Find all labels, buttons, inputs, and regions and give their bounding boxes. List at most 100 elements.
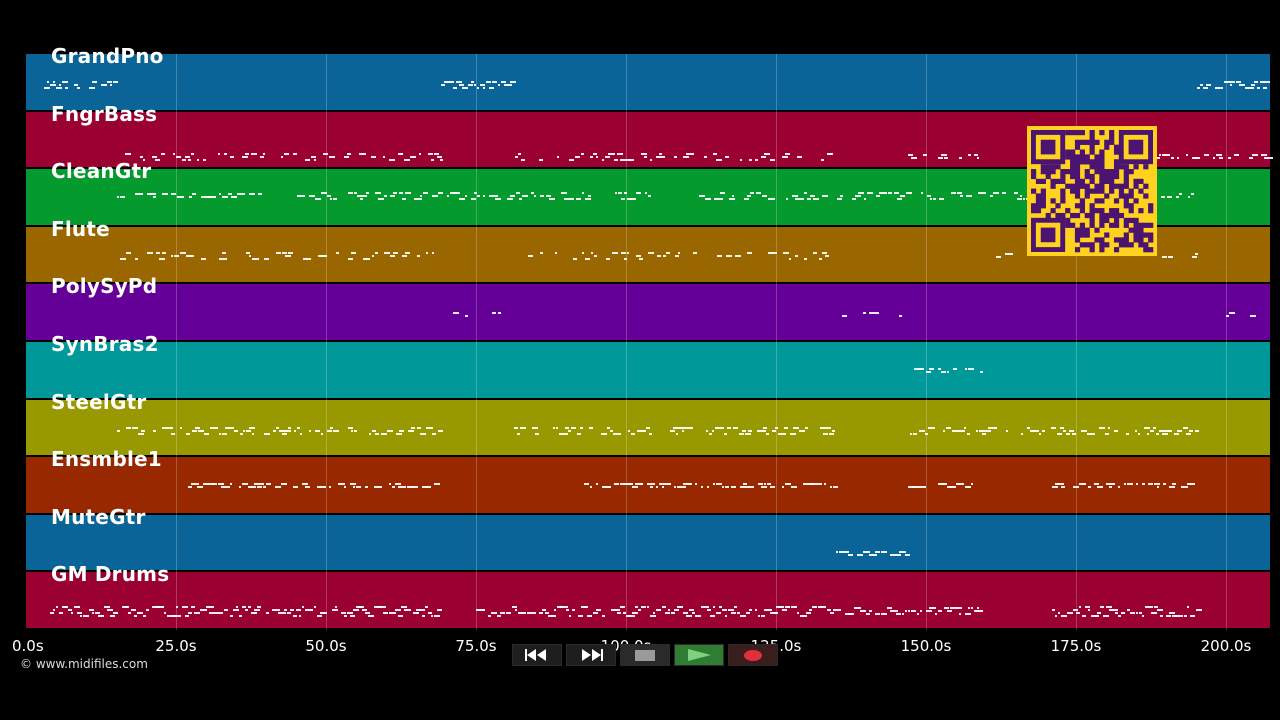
note-mark (905, 553, 910, 556)
note-mark (380, 606, 386, 609)
note-mark (680, 486, 686, 489)
note-mark (197, 158, 199, 161)
note-mark (351, 251, 356, 254)
note-mark (53, 81, 55, 83)
note-mark (893, 610, 898, 613)
stop-button[interactable] (620, 644, 670, 666)
note-mark (1066, 432, 1070, 435)
note-mark (260, 155, 264, 158)
note-mark (748, 429, 752, 432)
note-mark (749, 158, 752, 161)
track-name: FngrBass (51, 101, 158, 126)
note-mark (258, 193, 262, 196)
note-mark (968, 607, 970, 610)
note-mark (254, 609, 260, 612)
note-mark (527, 612, 530, 615)
note-mark (492, 81, 497, 83)
note-mark (201, 257, 206, 260)
note-mark (643, 429, 646, 432)
note-mark (353, 609, 359, 612)
note-mark (224, 486, 230, 489)
note-mark (309, 429, 311, 432)
stop-icon (635, 649, 655, 661)
note-mark (670, 429, 675, 432)
note-mark (327, 429, 332, 432)
record-button[interactable] (728, 644, 778, 666)
note-mark (252, 257, 256, 260)
note-mark (626, 615, 630, 618)
note-mark (323, 486, 326, 489)
note-mark (517, 432, 520, 435)
note-mark (147, 251, 153, 254)
note-mark (146, 609, 149, 612)
note-mark (126, 426, 131, 429)
note-mark (743, 483, 747, 486)
note-mark (263, 152, 265, 155)
note-mark (465, 315, 468, 318)
play-button[interactable] (674, 644, 724, 666)
note-mark (582, 192, 584, 195)
note-mark (1081, 429, 1087, 432)
note-mark (935, 613, 937, 616)
note-mark (489, 87, 494, 89)
note-mark (619, 432, 621, 435)
note-mark (618, 192, 622, 195)
note-mark (1197, 87, 1200, 89)
note-mark (653, 483, 655, 486)
note-mark (577, 432, 581, 435)
note-mark (62, 606, 67, 609)
note-mark (613, 432, 619, 435)
rewind-button[interactable] (512, 644, 562, 666)
note-mark (297, 426, 300, 429)
note-mark (305, 609, 308, 612)
note-mark (155, 606, 160, 609)
note-mark (771, 198, 775, 201)
note-mark (152, 155, 157, 158)
note-mark (459, 84, 464, 86)
note-mark (1052, 486, 1058, 489)
note-mark (826, 426, 831, 429)
note-mark (1159, 153, 1161, 156)
note-mark (679, 426, 685, 429)
note-mark (632, 612, 638, 615)
fast-forward-button[interactable] (566, 644, 616, 666)
note-mark (263, 486, 266, 489)
note-mark (1236, 81, 1241, 83)
note-mark (210, 426, 213, 429)
note-mark (282, 432, 287, 435)
note-mark (994, 426, 997, 429)
note-mark (107, 81, 112, 83)
note-mark (429, 426, 433, 429)
note-mark (773, 612, 778, 615)
note-mark (422, 615, 425, 618)
note-mark (734, 486, 736, 489)
note-mark (65, 87, 68, 89)
note-mark (173, 615, 179, 618)
note-mark (410, 155, 414, 158)
gridline (476, 54, 477, 630)
note-mark (1039, 432, 1041, 435)
note-mark (665, 612, 670, 615)
note-mark (641, 152, 647, 155)
note-mark (1097, 612, 1101, 615)
note-mark (1162, 255, 1167, 258)
note-mark (756, 192, 761, 195)
note-mark (1157, 609, 1163, 612)
note-mark (1135, 429, 1137, 432)
note-mark (967, 432, 970, 435)
record-icon (744, 649, 762, 661)
note-mark (827, 152, 832, 155)
note-mark (398, 152, 403, 155)
note-mark (165, 426, 168, 429)
note-mark (917, 368, 922, 370)
note-mark (725, 615, 727, 618)
note-mark (168, 426, 173, 429)
note-mark (682, 429, 684, 432)
note-mark (662, 606, 666, 609)
note-mark (590, 615, 592, 618)
note-mark (410, 486, 414, 489)
note-mark (1168, 429, 1172, 432)
note-mark (1186, 432, 1191, 435)
note-mark (801, 198, 804, 201)
note-mark (500, 612, 505, 615)
